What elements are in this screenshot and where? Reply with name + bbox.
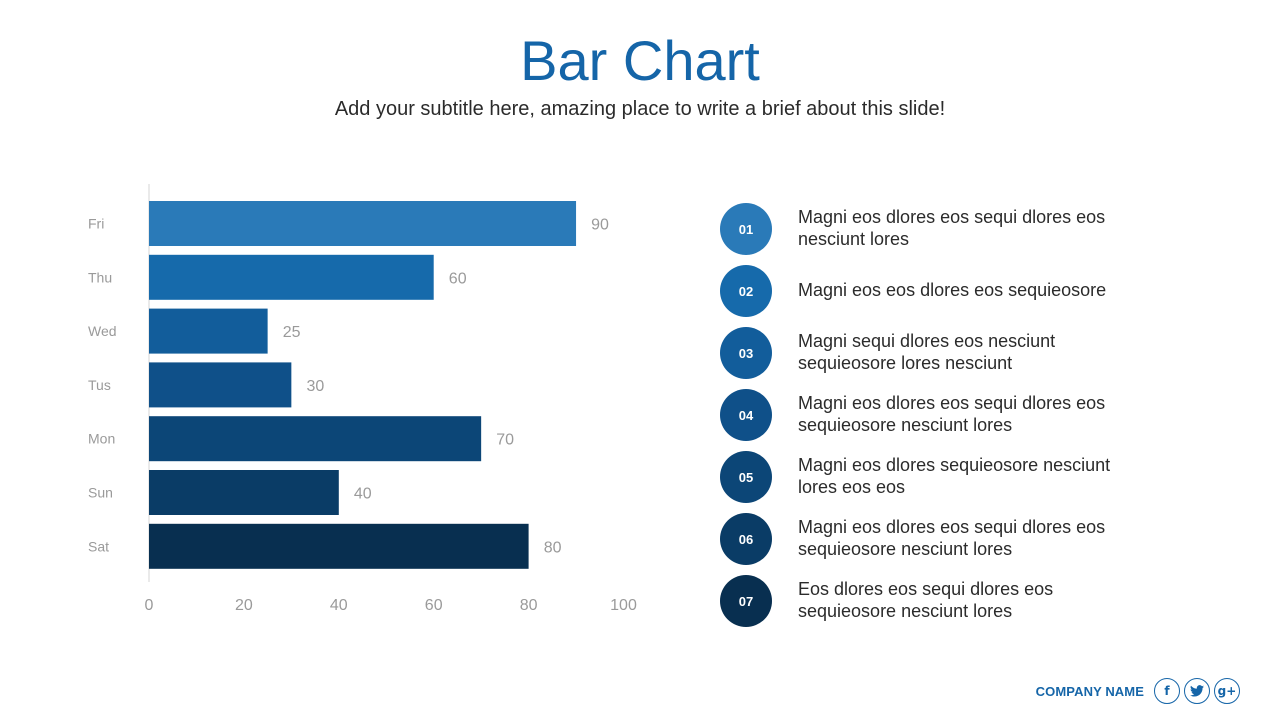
list-item: 01 Magni eos dlores eos sequi dlores eos… bbox=[720, 197, 1160, 259]
number-badge: 06 bbox=[720, 513, 772, 565]
x-tick-label: 0 bbox=[145, 597, 154, 614]
bar bbox=[149, 523, 529, 569]
value-label: 80 bbox=[544, 539, 562, 556]
number-badge: 05 bbox=[720, 451, 772, 503]
value-label: 40 bbox=[354, 486, 372, 503]
category-label: Sat bbox=[88, 538, 109, 554]
number-badge: 07 bbox=[720, 575, 772, 627]
slide-subtitle: Add your subtitle here, amazing place to… bbox=[334, 98, 946, 120]
list-item-text: Magni eos dlores eos sequi dlores eos se… bbox=[798, 393, 1106, 435]
list-item-text: Magni eos dlores eos sequi dlores eos ne… bbox=[798, 207, 1106, 249]
numbered-list: 01 Magni eos dlores eos sequi dlores eos… bbox=[720, 197, 1160, 631]
number-badge: 01 bbox=[720, 203, 772, 255]
category-label: Fri bbox=[88, 216, 104, 232]
bar bbox=[149, 470, 339, 515]
x-tick-label: 100 bbox=[610, 597, 637, 614]
twitter-icon[interactable] bbox=[1184, 678, 1210, 704]
value-label: 25 bbox=[283, 324, 301, 341]
bar bbox=[149, 362, 292, 408]
list-item-text: Magni eos dlores sequieosore nesciunt lo… bbox=[798, 455, 1111, 497]
number-badge: 03 bbox=[720, 327, 772, 379]
x-tick-label: 80 bbox=[520, 597, 538, 614]
list-item: 06 Magni eos dlores eos sequi dlores eos… bbox=[720, 507, 1160, 569]
company-name: COMPANY NAME bbox=[1035, 683, 1144, 699]
value-label: 60 bbox=[449, 270, 467, 287]
list-item-text: Magni eos eos dlores eos sequieosore bbox=[798, 280, 1107, 300]
google-plus-icon[interactable]: g+ bbox=[1214, 678, 1240, 704]
list-item: 07 Eos dlores eos sequi dlores eos sequi… bbox=[720, 569, 1160, 631]
value-label: 30 bbox=[306, 378, 324, 395]
list-item: 02 Magni eos eos dlores eos sequieosore bbox=[720, 259, 1160, 321]
list-item-text: Magni sequi dlores eos nesciunt sequieos… bbox=[798, 331, 1056, 373]
value-label: 70 bbox=[496, 432, 514, 449]
list-item: 05 Magni eos dlores sequieosore nesciunt… bbox=[720, 445, 1160, 507]
x-tick-label: 60 bbox=[425, 597, 443, 614]
category-label: Wed bbox=[88, 323, 117, 339]
list-item: 04 Magni eos dlores eos sequi dlores eos… bbox=[720, 383, 1160, 445]
x-tick-label: 40 bbox=[330, 597, 348, 614]
bar bbox=[149, 254, 434, 300]
bar bbox=[149, 416, 482, 462]
category-label: Mon bbox=[88, 431, 115, 447]
category-label: Thu bbox=[88, 269, 112, 285]
footer: COMPANY NAME f g+ bbox=[1036, 676, 1240, 706]
twitter-bird-glyph bbox=[1190, 685, 1204, 697]
list-item-text: Magni eos dlores eos sequi dlores eos se… bbox=[798, 517, 1106, 559]
bar bbox=[149, 201, 577, 246]
list-item: 03 Magni sequi dlores eos nesciunt sequi… bbox=[720, 321, 1160, 383]
category-label: Sun bbox=[88, 485, 113, 501]
number-badge: 04 bbox=[720, 389, 772, 441]
slide-title: Bar Chart bbox=[520, 29, 760, 92]
bar-chart: Fri 90 Thu 60 Wed 25 Tus 30 Mon 70 Sun 40 Sat 80 0 20 40… bbox=[88, 184, 637, 614]
category-label: Tus bbox=[88, 377, 111, 393]
value-label: 90 bbox=[591, 217, 609, 234]
bar bbox=[149, 308, 268, 354]
x-tick-label: 20 bbox=[235, 597, 253, 614]
number-badge: 02 bbox=[720, 265, 772, 317]
facebook-icon[interactable]: f bbox=[1154, 678, 1180, 704]
list-item-text: Eos dlores eos sequi dlores eos sequieos… bbox=[798, 579, 1054, 621]
